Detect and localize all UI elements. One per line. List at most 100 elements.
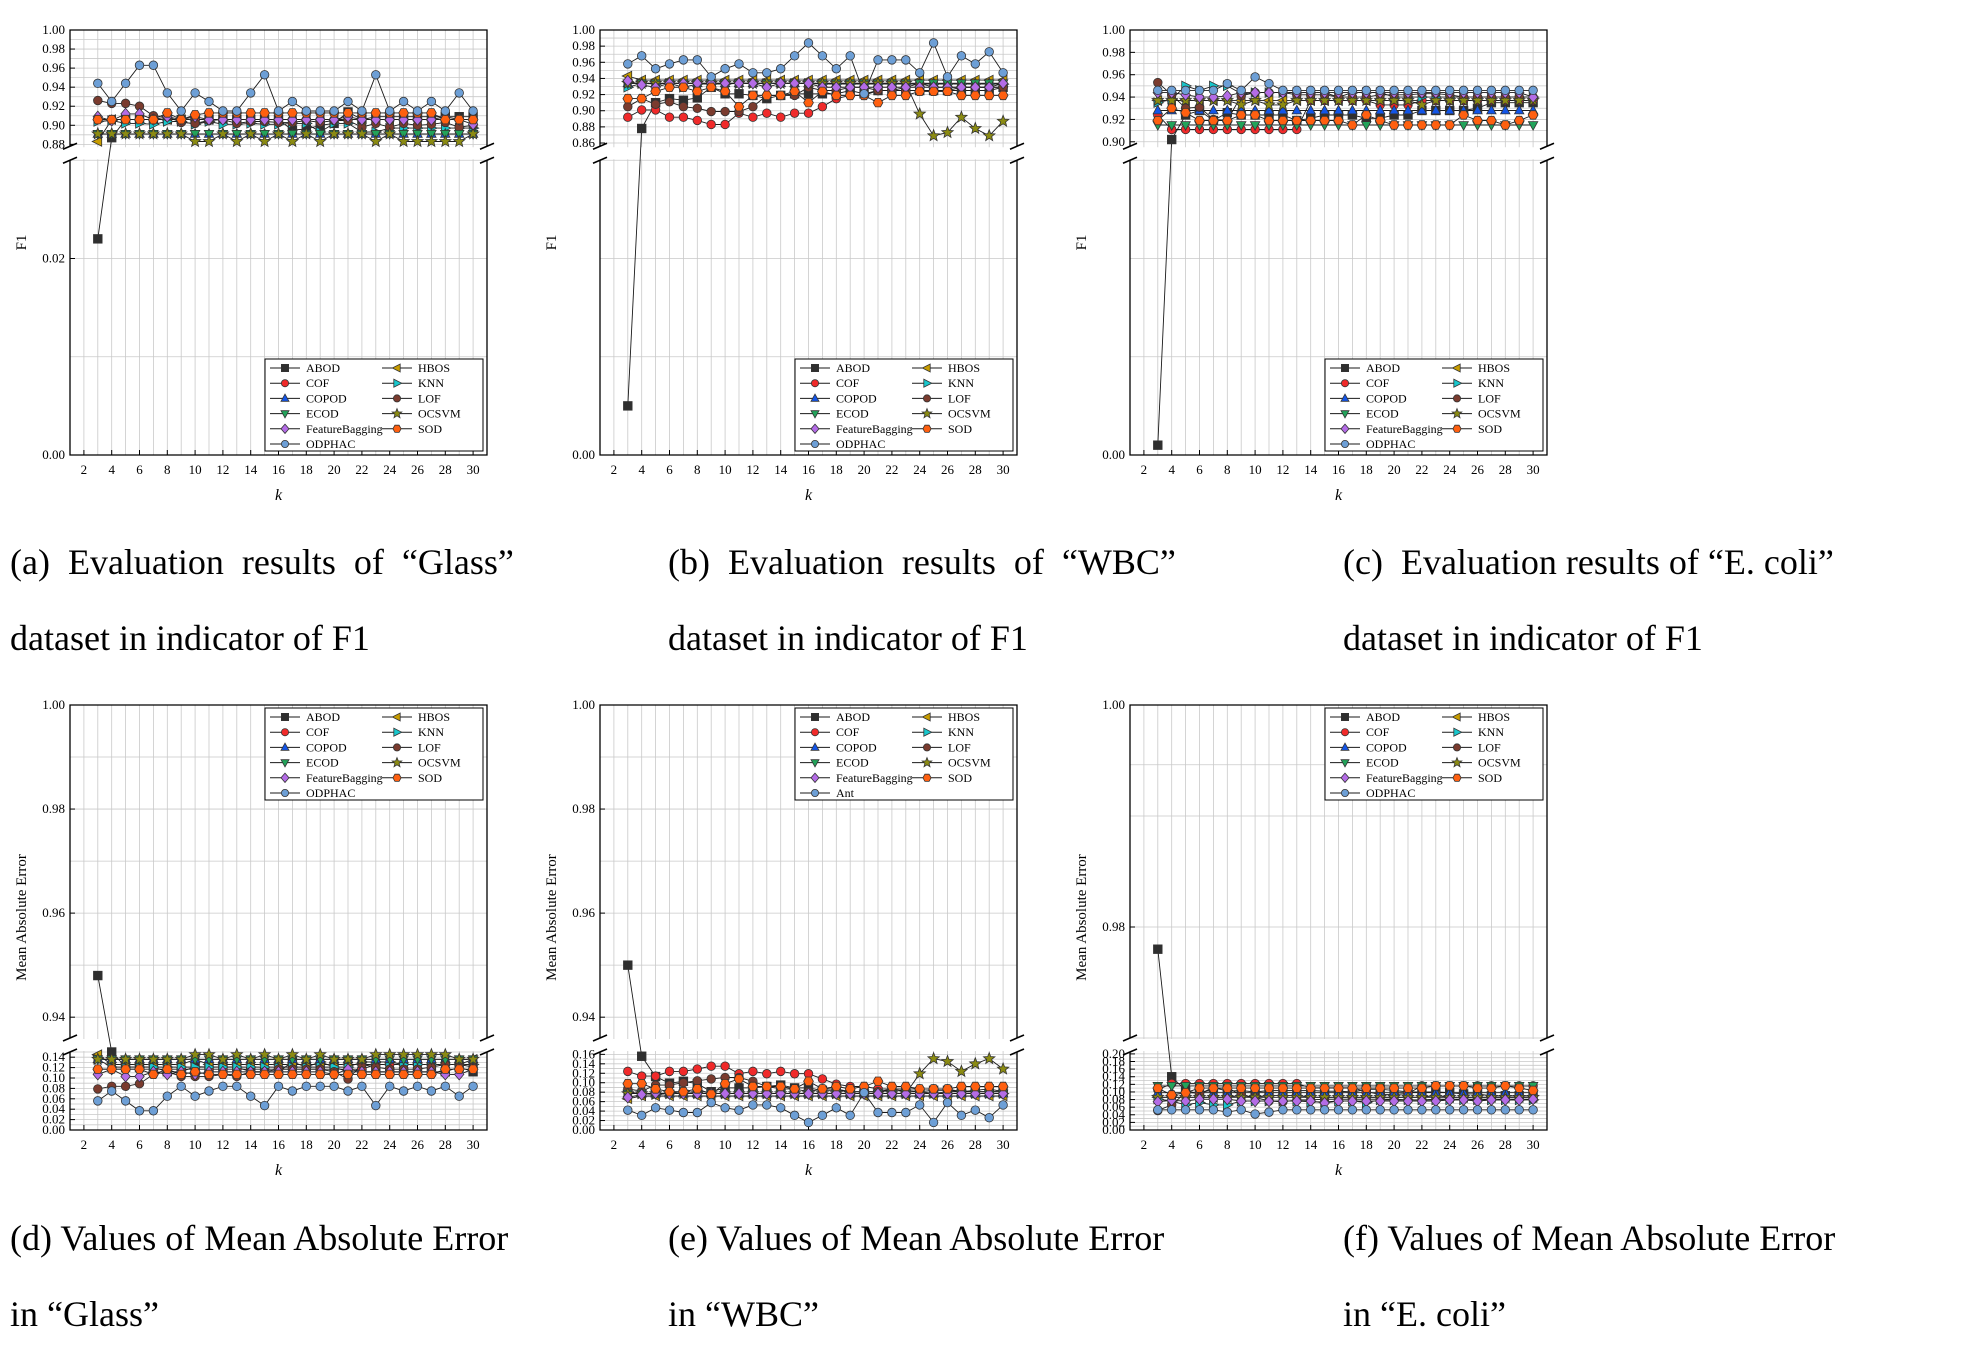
data-point [245, 1091, 256, 1101]
data-point [1317, 93, 1332, 107]
y-axis-label: Mean Absolute Error [14, 854, 30, 981]
chart-panel-c: 0.900.920.940.960.981.000.002 4 6 8 10 12 14 16… [1074, 22, 1834, 658]
legend-label: ABOD [1366, 361, 1400, 375]
data-point [1194, 115, 1205, 126]
data-point [996, 1061, 1010, 1075]
data-point [452, 134, 466, 148]
caption-line-2: dataset in indicator of F1 [1343, 618, 1703, 658]
legend-label: ECOD [306, 407, 339, 421]
x-tick-label: 16 [272, 1137, 286, 1152]
y-tick-label: 0.90 [42, 117, 65, 132]
data-point [956, 51, 967, 61]
data-point [1360, 110, 1372, 120]
data-point [1499, 1081, 1511, 1091]
data-point [692, 103, 703, 114]
series-line-KNN [97, 1058, 474, 1068]
data-point [942, 1097, 953, 1108]
data-point [747, 77, 759, 90]
data-point [956, 1081, 967, 1092]
data-point [623, 960, 633, 970]
data-point [636, 78, 647, 92]
data-point [370, 108, 382, 118]
data-point [1235, 1083, 1247, 1093]
data-point [1153, 77, 1163, 88]
data-point [398, 1069, 409, 1079]
y-tick-label: 0.14 [1102, 1069, 1125, 1084]
y-tick-label: 0.94 [42, 1009, 65, 1024]
data-point [1152, 1083, 1164, 1093]
data-point [789, 1084, 800, 1094]
y-tick-label: 0.92 [42, 98, 65, 113]
data-point [391, 363, 401, 373]
data-point [202, 134, 216, 148]
y-tick-label: 0.16 [1102, 1061, 1125, 1076]
y-tick-label: 0.00 [42, 1122, 65, 1137]
series-markers-ODPHAC [1153, 1105, 1538, 1119]
data-point [1151, 93, 1165, 107]
data-point [1167, 134, 1177, 145]
data-point [650, 64, 661, 74]
series-markers-ODPHAC [93, 60, 478, 116]
data-point [438, 134, 453, 148]
x-tick-label: 2 [611, 462, 618, 477]
data-point [678, 112, 689, 122]
data-point [1340, 410, 1350, 419]
x-tick-label: 16 [1332, 462, 1346, 477]
data-point [314, 1069, 326, 1079]
legend-label: KNN [948, 725, 974, 739]
data-point [146, 126, 161, 140]
data-point [970, 59, 981, 69]
legend-label: COF [1366, 725, 1390, 739]
data-point [1387, 93, 1401, 107]
data-point [873, 1107, 883, 1118]
data-point [1486, 85, 1497, 96]
data-point [748, 101, 758, 112]
data-point [424, 134, 439, 148]
data-point [396, 1047, 411, 1061]
data-point [174, 1052, 188, 1066]
data-point [1234, 97, 1248, 111]
x-tick-label: 12 [1276, 462, 1289, 477]
data-point [280, 789, 289, 798]
x-tick-label: 14 [1304, 462, 1318, 477]
data-point [106, 1086, 117, 1096]
data-point [1208, 85, 1219, 96]
data-point [1305, 85, 1316, 96]
data-point [664, 97, 675, 107]
legend-label: ECOD [836, 756, 869, 770]
x-tick-label: 10 [1249, 1137, 1262, 1152]
series-line-FeatureBagging [1157, 92, 1534, 98]
x-tick-label: 4 [108, 1137, 115, 1152]
data-point [1347, 1105, 1358, 1115]
data-point [385, 106, 395, 116]
data-point [287, 1086, 298, 1096]
series-layer [1151, 72, 1540, 450]
legend-label: LOF [1478, 391, 1501, 405]
x-tick-label: 14 [244, 1137, 258, 1152]
data-point [341, 1052, 355, 1066]
y-tick-label: 0.96 [572, 54, 595, 69]
x-tick-label: 26 [411, 462, 425, 477]
data-point [810, 759, 820, 768]
legend-label: ODPHAC [836, 437, 885, 451]
data-point [942, 86, 953, 96]
data-point [706, 106, 716, 117]
data-point [160, 1052, 175, 1066]
y-tick-label: 0.98 [1102, 44, 1125, 59]
series-line-SOD [627, 1078, 1004, 1095]
data-point [1499, 120, 1511, 130]
x-tick-label: 20 [1388, 462, 1401, 477]
x-tick-label: 10 [189, 1137, 202, 1152]
data-point [1235, 121, 1247, 132]
legend-label: LOF [418, 391, 441, 405]
data-point [719, 86, 731, 96]
data-point [371, 1100, 381, 1111]
data-point [1373, 93, 1387, 107]
data-point [280, 379, 289, 388]
data-point [734, 1105, 744, 1115]
data-point [1277, 1083, 1289, 1093]
data-point [1319, 104, 1330, 115]
data-point [106, 1064, 118, 1074]
data-point [622, 1091, 634, 1104]
y-tick-label: 0.92 [1102, 111, 1125, 126]
